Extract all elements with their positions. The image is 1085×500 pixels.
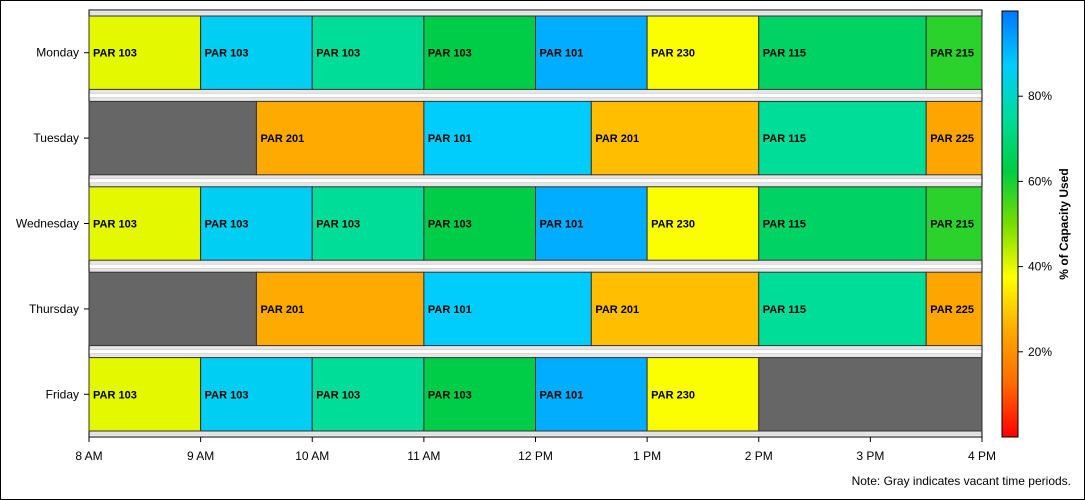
schedule-block bbox=[311, 186, 425, 261]
block-label: PAR 225 bbox=[930, 133, 974, 145]
block-label: PAR 201 bbox=[260, 304, 304, 316]
block-label: PAR 201 bbox=[595, 133, 639, 145]
colorbar-gradient bbox=[1001, 10, 1019, 438]
colorbar: 20% 40% 60% 80% % of Capacity Used bbox=[1001, 10, 1071, 438]
block-label: PAR 103 bbox=[205, 389, 249, 401]
schedule-block bbox=[925, 15, 983, 90]
block-label: PAR 115 bbox=[763, 133, 806, 145]
block-label: PAR 230 bbox=[651, 48, 695, 60]
schedule-block bbox=[590, 100, 760, 176]
block-label: PAR 103 bbox=[93, 219, 137, 231]
x-tick-label: 10 AM bbox=[295, 449, 329, 463]
colorbar-tick-label: 20% bbox=[1028, 345, 1052, 359]
schedule-block bbox=[925, 271, 983, 347]
schedule-block bbox=[535, 357, 648, 432]
colorbar-label: % of Capacity Used bbox=[1057, 168, 1071, 279]
vacant-block bbox=[88, 100, 257, 176]
block-label: PAR 101 bbox=[428, 304, 472, 316]
schedule-block bbox=[88, 186, 202, 261]
schedule-block bbox=[423, 357, 536, 432]
block-label: PAR 103 bbox=[316, 219, 360, 231]
schedule-block bbox=[200, 186, 313, 261]
block-label: PAR 101 bbox=[540, 219, 584, 231]
block-label: PAR 103 bbox=[316, 389, 360, 401]
schedule-block bbox=[535, 15, 648, 90]
y-tick-label: Thursday bbox=[29, 302, 79, 316]
block-label: PAR 215 bbox=[930, 48, 974, 60]
block-label: PAR 101 bbox=[540, 48, 584, 60]
schedule-block bbox=[200, 15, 313, 90]
x-tick-label: 4 PM bbox=[968, 449, 996, 463]
block-label: PAR 103 bbox=[93, 48, 137, 60]
schedule-block bbox=[535, 186, 648, 261]
block-label: PAR 103 bbox=[428, 389, 472, 401]
x-tick-label: 3 PM bbox=[856, 449, 884, 463]
y-tick-label: Monday bbox=[36, 46, 79, 60]
x-tick-label: 12 PM bbox=[518, 449, 553, 463]
schedule-block bbox=[646, 186, 760, 261]
schedule-block bbox=[646, 15, 760, 90]
colorbar-tick-label: 80% bbox=[1028, 89, 1052, 103]
y-tick-label: Friday bbox=[46, 387, 79, 401]
colorbar-tick-label: 60% bbox=[1028, 174, 1052, 188]
note-text: Note: Gray indicates vacant time periods… bbox=[851, 474, 1071, 488]
block-label: PAR 103 bbox=[205, 48, 249, 60]
schedule-block bbox=[255, 100, 425, 176]
x-tick-label: 2 PM bbox=[745, 449, 773, 463]
schedule-block bbox=[758, 271, 927, 347]
block-label: PAR 115 bbox=[763, 304, 806, 316]
schedule-block bbox=[758, 100, 927, 176]
block-label: PAR 103 bbox=[93, 389, 137, 401]
block-label: PAR 230 bbox=[651, 219, 695, 231]
block-label: PAR 103 bbox=[428, 219, 472, 231]
block-label: PAR 103 bbox=[428, 48, 472, 60]
x-tick-label: 8 AM bbox=[75, 449, 102, 463]
vacant-block bbox=[758, 357, 983, 432]
x-tick-label: 9 AM bbox=[187, 449, 214, 463]
x-tick-label: 11 AM bbox=[407, 449, 440, 463]
block-label: PAR 215 bbox=[930, 219, 974, 231]
y-tick-label: Tuesday bbox=[33, 131, 79, 145]
block-label: PAR 201 bbox=[260, 133, 304, 145]
colorbar-tick-label: 40% bbox=[1028, 260, 1052, 274]
schedule-block bbox=[758, 15, 927, 90]
schedule-block bbox=[255, 271, 425, 347]
block-label: PAR 225 bbox=[930, 304, 974, 316]
y-tick-label: Wednesday bbox=[16, 217, 79, 231]
schedule-block bbox=[758, 186, 927, 261]
plot-area: PAR 103 PAR 103 PAR 103 PAR 103 PAR 101 PAR 2… bbox=[16, 9, 996, 463]
block-label: PAR 101 bbox=[540, 389, 584, 401]
schedule-block bbox=[200, 357, 313, 432]
block-label: PAR 103 bbox=[205, 219, 249, 231]
block-label: PAR 101 bbox=[428, 133, 472, 145]
vacant-block bbox=[88, 271, 257, 347]
block-label: PAR 115 bbox=[763, 48, 806, 60]
schedule-block bbox=[423, 15, 536, 90]
block-label: PAR 103 bbox=[316, 48, 360, 60]
schedule-block bbox=[423, 271, 592, 347]
schedule-block bbox=[311, 15, 425, 90]
block-label: PAR 230 bbox=[651, 389, 695, 401]
schedule-block bbox=[925, 186, 983, 261]
schedule-block bbox=[311, 357, 425, 432]
x-tick-label: 1 PM bbox=[633, 449, 661, 463]
schedule-block bbox=[925, 100, 983, 176]
schedule-block bbox=[423, 100, 592, 176]
block-label: PAR 201 bbox=[595, 304, 639, 316]
block-label: PAR 115 bbox=[763, 219, 806, 231]
